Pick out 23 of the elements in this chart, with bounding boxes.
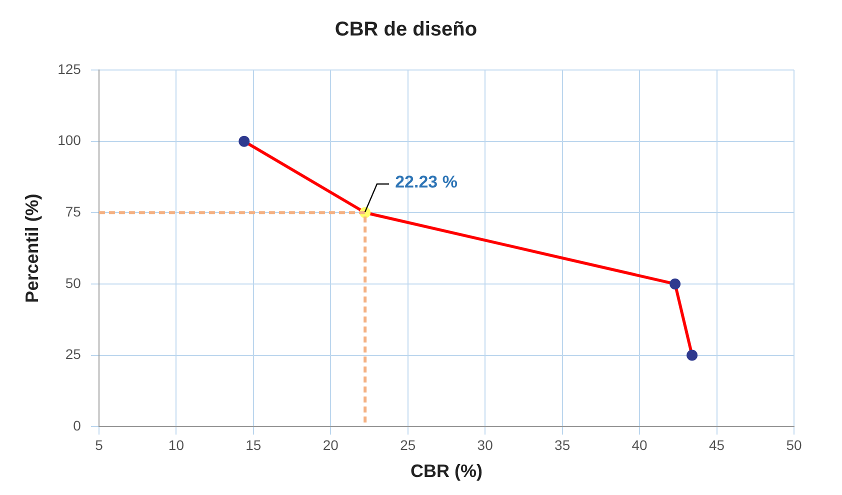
y-tick-label: 100 bbox=[58, 132, 82, 148]
y-axis-title: Percentil (%) bbox=[22, 194, 42, 303]
x-tick-label: 35 bbox=[554, 436, 570, 453]
x-tick-label: 20 bbox=[322, 436, 339, 453]
y-tick-label: 75 bbox=[65, 204, 82, 220]
annotation: 22.23 % bbox=[395, 172, 458, 192]
x-axis-title: CBR (%) bbox=[410, 461, 482, 482]
x-tick-label: 50 bbox=[786, 436, 802, 453]
x-tick-label: 30 bbox=[477, 436, 494, 453]
point bbox=[686, 350, 698, 361]
x-tick-label: 25 bbox=[400, 436, 416, 453]
x-tick-label: 40 bbox=[632, 436, 648, 453]
x-tick-label: 45 bbox=[708, 436, 725, 453]
y-tick-label: 0 bbox=[73, 417, 82, 434]
point bbox=[670, 278, 681, 290]
x-tick-label: 15 bbox=[246, 436, 262, 453]
x-tick-label: 5 bbox=[95, 436, 104, 453]
y-tick-label: 25 bbox=[65, 346, 82, 362]
y-tick-label: 125 bbox=[58, 60, 82, 77]
chart-title: CBR de diseño bbox=[334, 18, 478, 41]
y-tick-label: 50 bbox=[65, 274, 82, 291]
point bbox=[238, 136, 250, 147]
x-tick-label: 10 bbox=[168, 436, 184, 453]
